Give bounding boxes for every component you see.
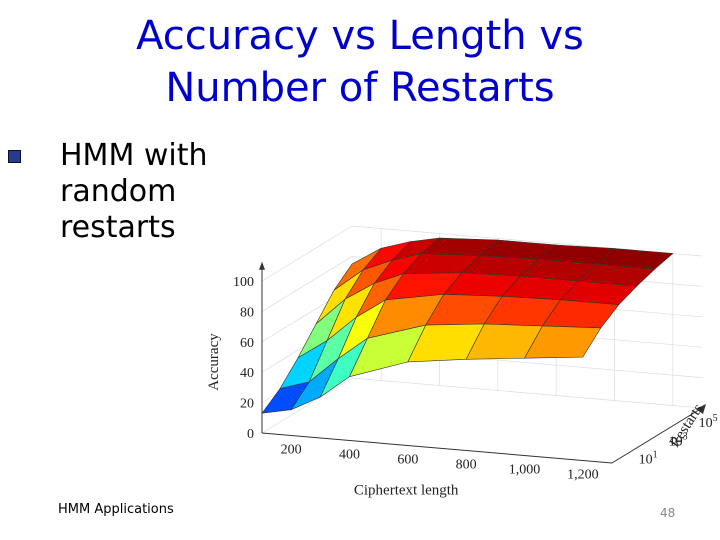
z-tick-label: 80 [240,305,254,320]
z-tick-label: 0 [247,427,254,442]
surface-patch [523,325,602,359]
z-tick-label: 60 [240,336,254,351]
page-number: 48 [660,506,676,520]
z-axis-arrow [259,261,265,270]
x-tick-label: 600 [397,453,418,468]
bullet-text: HMM with random restarts [60,138,230,246]
y-axis-line [611,407,703,464]
bullet-line-2: random [60,174,177,209]
bullet-line-3: restarts [60,210,176,245]
y-tick-label: 101 [639,450,658,468]
z-tick-label: 100 [233,275,254,290]
side-wall-gridline [261,256,353,312]
bullet-line-1: HMM with [60,138,208,173]
x-tick-label: 200 [281,443,302,458]
y-tick-label: 103 [669,431,688,449]
x-tick-label: 1,000 [509,463,541,478]
x-axis-label: Ciphertext length [354,483,459,499]
title-line-2: Number of Restarts [165,65,555,111]
x-tick-label: 800 [456,458,477,473]
plot-surface [261,237,674,414]
square-bullet-icon [8,150,21,163]
title-line-1: Accuracy vs Length vs [136,13,584,59]
slide-title: Accuracy vs Length vs Number of Restarts [80,10,640,114]
side-wall-gridline [261,377,353,434]
x-tick-label: 400 [339,448,360,463]
x-tick-label: 1,200 [567,468,599,483]
z-tick-label: 40 [240,366,254,381]
side-wall-gridline [261,225,353,282]
footer-text: HMM Applications [58,502,174,517]
y-axis-arrow [696,404,706,414]
x-axis-line [261,432,613,464]
y-tick-label: 105 [699,413,718,431]
z-tick-label: 20 [240,397,254,412]
back-wall-gridline [351,377,703,409]
z-axis-label: Accuracy [206,333,222,391]
plot-axes: 0 20 40 60 80 100 Accuracy 200 400 600 800 1,000 1,2… [206,261,718,499]
